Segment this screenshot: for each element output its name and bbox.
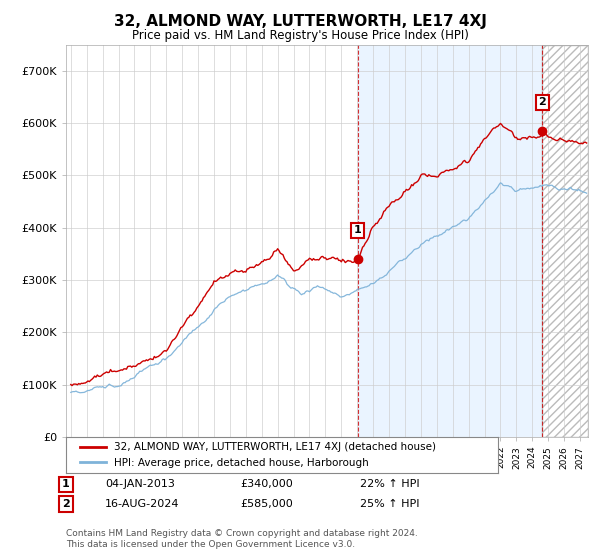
Text: 1: 1 xyxy=(353,225,361,235)
Text: £340,000: £340,000 xyxy=(240,479,293,489)
Text: 16-AUG-2024: 16-AUG-2024 xyxy=(105,499,179,509)
Text: 04-JAN-2013: 04-JAN-2013 xyxy=(105,479,175,489)
Text: 1: 1 xyxy=(62,479,70,489)
Text: Contains HM Land Registry data © Crown copyright and database right 2024.
This d: Contains HM Land Registry data © Crown c… xyxy=(66,529,418,549)
Text: £585,000: £585,000 xyxy=(240,499,293,509)
Bar xyxy=(542,45,588,437)
Bar xyxy=(358,45,542,437)
Text: 32, ALMOND WAY, LUTTERWORTH, LE17 4XJ: 32, ALMOND WAY, LUTTERWORTH, LE17 4XJ xyxy=(113,14,487,29)
Legend: 32, ALMOND WAY, LUTTERWORTH, LE17 4XJ (detached house), HPI: Average price, deta: 32, ALMOND WAY, LUTTERWORTH, LE17 4XJ (d… xyxy=(76,438,440,472)
Text: 25% ↑ HPI: 25% ↑ HPI xyxy=(360,499,419,509)
Text: 22% ↑ HPI: 22% ↑ HPI xyxy=(360,479,419,489)
Text: 2: 2 xyxy=(538,97,546,108)
Text: 2: 2 xyxy=(62,499,70,509)
Text: Price paid vs. HM Land Registry's House Price Index (HPI): Price paid vs. HM Land Registry's House … xyxy=(131,29,469,42)
